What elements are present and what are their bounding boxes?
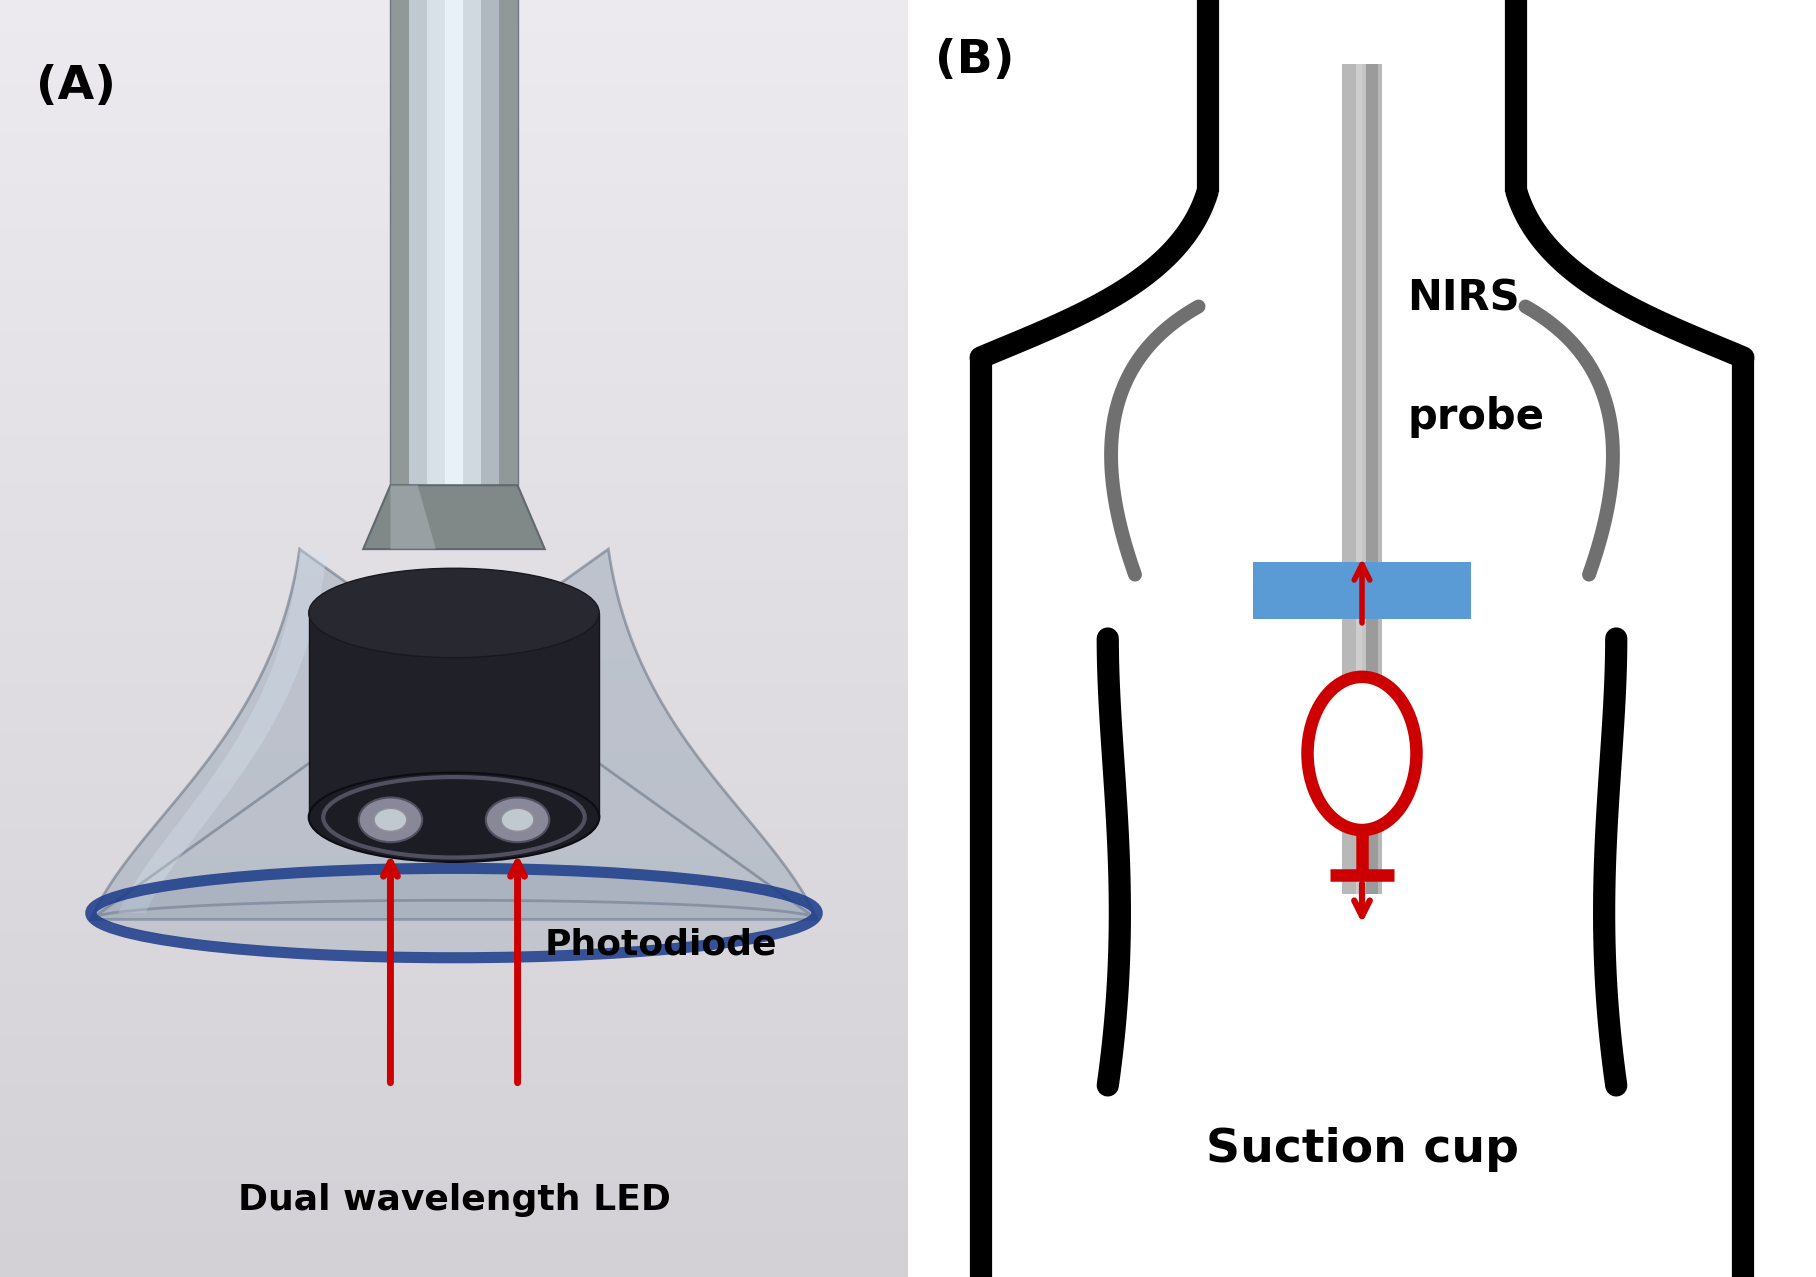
Text: NIRS: NIRS — [1407, 277, 1520, 319]
Text: (B): (B) — [935, 38, 1015, 83]
Text: Dual wavelength LED: Dual wavelength LED — [238, 1184, 670, 1217]
Text: probe: probe — [1407, 396, 1544, 438]
Bar — [1342, 64, 1382, 894]
Polygon shape — [309, 613, 599, 817]
Polygon shape — [118, 549, 327, 913]
Ellipse shape — [309, 568, 599, 658]
Ellipse shape — [98, 873, 810, 953]
Polygon shape — [390, 0, 409, 485]
Bar — [1357, 64, 1366, 894]
Polygon shape — [445, 0, 463, 485]
Ellipse shape — [374, 808, 407, 831]
Polygon shape — [409, 0, 427, 485]
Text: (A): (A) — [36, 64, 116, 109]
Polygon shape — [499, 0, 518, 485]
Polygon shape — [363, 485, 545, 549]
Polygon shape — [481, 0, 499, 485]
Ellipse shape — [309, 773, 599, 862]
Polygon shape — [463, 0, 481, 485]
Polygon shape — [390, 485, 436, 549]
Polygon shape — [427, 0, 445, 485]
Bar — [1362, 64, 1378, 894]
Text: Photodiode: Photodiode — [545, 928, 777, 962]
Circle shape — [1308, 677, 1416, 830]
Polygon shape — [91, 549, 817, 919]
Ellipse shape — [360, 797, 423, 843]
Text: Suction cup: Suction cup — [1206, 1126, 1518, 1172]
Bar — [1253, 562, 1471, 619]
Ellipse shape — [487, 797, 550, 843]
Ellipse shape — [501, 808, 534, 831]
